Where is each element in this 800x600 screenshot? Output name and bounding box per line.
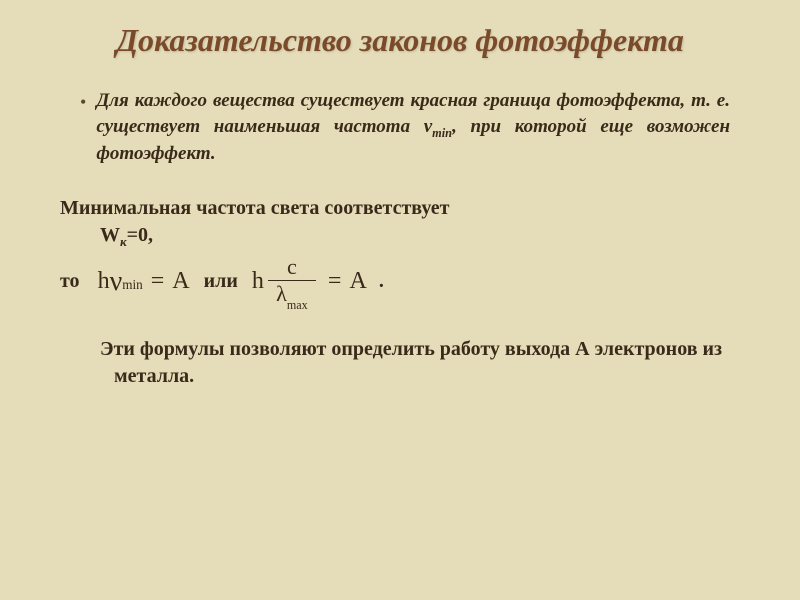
max-sub: max <box>287 298 308 312</box>
w-post: =0, <box>127 224 153 246</box>
w-sub: к <box>120 234 127 249</box>
fraction: c λmax <box>268 256 316 308</box>
line-wk: Wк=0, <box>100 224 740 250</box>
a-symbol-1: A <box>172 268 189 295</box>
equals-2: = <box>328 268 342 295</box>
eq-dot: . <box>379 270 384 293</box>
bullet-marker: • <box>80 92 86 113</box>
eq-label-to: то <box>60 270 80 293</box>
equation-2: h c λmax = A <box>252 256 367 308</box>
equation-row: то hνmin = A или h c λmax = A . <box>60 256 740 308</box>
min-sub: min <box>122 277 143 293</box>
equation-1: hνmin = A <box>98 266 190 298</box>
bullet-text: Для каждого вещества существует красная … <box>96 88 730 167</box>
h-symbol: h <box>98 268 110 295</box>
page-title: Доказательство законов фотоэффекта <box>50 20 750 60</box>
nu-symbol-eq: ν <box>110 266 123 298</box>
eq-or: или <box>204 270 238 293</box>
h-symbol-2: h <box>252 268 264 295</box>
w-symbol: W <box>100 224 120 246</box>
bullet-item: • Для каждого вещества существует красна… <box>80 88 730 167</box>
nu-sub: min <box>432 125 452 139</box>
closing-text: Эти формулы позволяют определить работу … <box>100 336 730 390</box>
frac-num: c <box>281 256 303 280</box>
nu-symbol: ν <box>424 116 432 137</box>
frac-den: λmax <box>268 280 316 308</box>
lambda-symbol: λ <box>276 281 287 306</box>
a-symbol-2: A <box>349 268 366 295</box>
line-min-freq: Минимальная частота света соответствует <box>60 197 740 220</box>
equals-1: = <box>151 268 165 295</box>
